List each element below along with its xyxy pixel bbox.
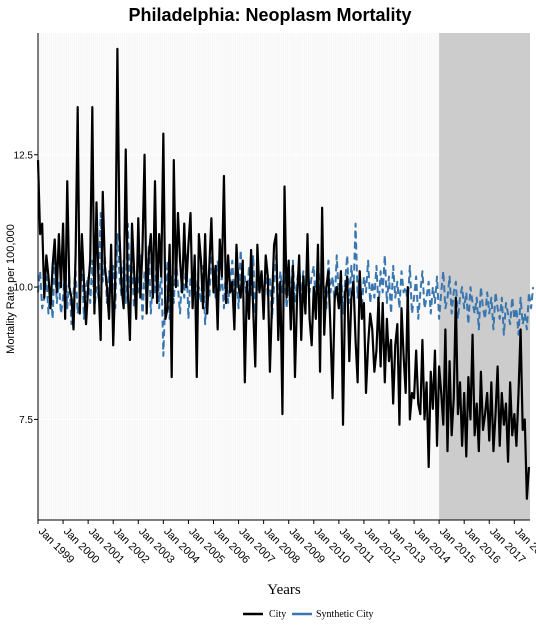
y-tick-label: 10.0 [14, 283, 34, 294]
x-axis-label: Years [267, 582, 301, 598]
y-axis-label: Mortality Rate per 100,000 [5, 224, 17, 354]
chart-title: Philadelphia: Neoplasm Mortality [128, 5, 411, 25]
legend-label-synthetic-city: Synthetic City [316, 609, 374, 620]
y-tick-label: 7.5 [19, 415, 33, 426]
series-layer [36, 47, 535, 500]
series-line-city [36, 47, 531, 500]
y-tick-label: 12.5 [14, 150, 34, 161]
legend: City Synthetic City [243, 609, 374, 620]
legend-label-city: City [269, 609, 286, 620]
